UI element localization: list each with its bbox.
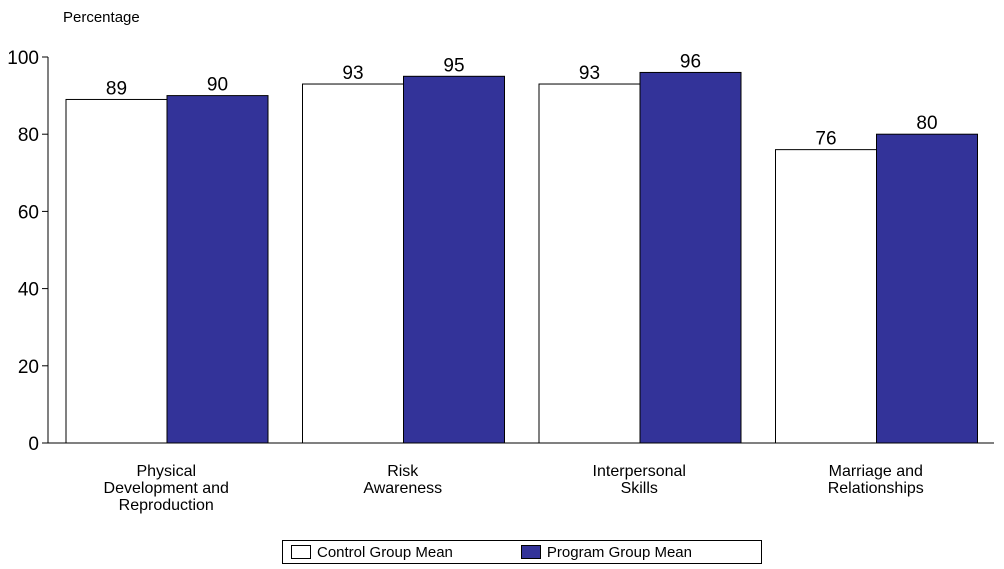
x-tick-label: Marriage and: [829, 463, 923, 480]
y-tick-label: 80: [18, 125, 39, 146]
bar-program: [403, 75, 505, 444]
y-tick-label: 20: [18, 357, 39, 378]
legend-swatch-control: [291, 545, 311, 559]
x-tick-label: Development and: [104, 480, 229, 497]
data-label: 89: [106, 78, 127, 99]
bar-control: [302, 83, 404, 444]
y-tick-label: 60: [18, 202, 39, 223]
bar-control: [538, 83, 641, 444]
data-label: 93: [579, 63, 600, 84]
legend-label-control: Control Group Mean: [317, 543, 453, 561]
legend: Control Group Mean Program Group Mean: [282, 540, 762, 564]
y-axis-label: Percentage: [63, 9, 140, 26]
x-tick-label: Awareness: [363, 480, 442, 497]
legend-swatch-program: [520, 545, 541, 559]
data-label: 93: [342, 63, 363, 84]
y-tick-label: 40: [18, 280, 39, 301]
legend-label-program: Program Group Mean: [546, 543, 692, 561]
data-label: 96: [680, 51, 701, 72]
legend-item-program: Program Group Mean: [520, 543, 692, 561]
data-label: 80: [916, 113, 937, 134]
bar-program: [166, 95, 269, 444]
y-tick-label: 0: [28, 434, 39, 455]
bar-control: [65, 98, 168, 444]
x-tick-label: Physical: [136, 463, 196, 480]
bar-program: [639, 71, 742, 444]
x-tick-label: Relationships: [828, 480, 924, 497]
data-label: 90: [207, 75, 228, 96]
data-label: 76: [815, 129, 836, 150]
bar-program: [876, 133, 978, 444]
y-tick-label: 100: [7, 48, 39, 69]
x-tick-label: Reproduction: [119, 497, 214, 514]
bar-control: [775, 149, 877, 444]
legend-item-control: Control Group Mean: [291, 544, 453, 561]
data-label: 95: [443, 55, 464, 76]
x-tick-label: Skills: [621, 480, 658, 497]
x-tick-label: Interpersonal: [593, 463, 686, 480]
x-tick-label: Risk: [387, 463, 419, 480]
bar-chart: Percentage 0 20 40 60 80 100 89 90 PhysicalDevel…: [7, 9, 994, 514]
